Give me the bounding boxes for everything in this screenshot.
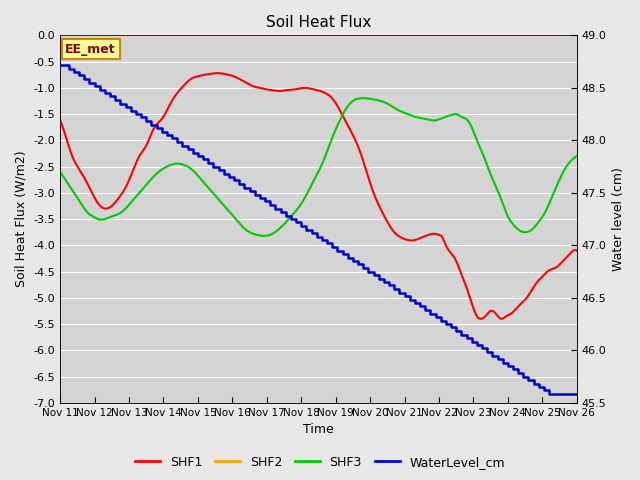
Y-axis label: Soil Heat Flux (W/m2): Soil Heat Flux (W/m2) bbox=[15, 151, 28, 288]
Title: Soil Heat Flux: Soil Heat Flux bbox=[266, 15, 371, 30]
X-axis label: Time: Time bbox=[303, 423, 334, 436]
Y-axis label: Water level (cm): Water level (cm) bbox=[612, 167, 625, 271]
Legend: SHF1, SHF2, SHF3, WaterLevel_cm: SHF1, SHF2, SHF3, WaterLevel_cm bbox=[130, 451, 510, 474]
Text: EE_met: EE_met bbox=[65, 43, 116, 56]
